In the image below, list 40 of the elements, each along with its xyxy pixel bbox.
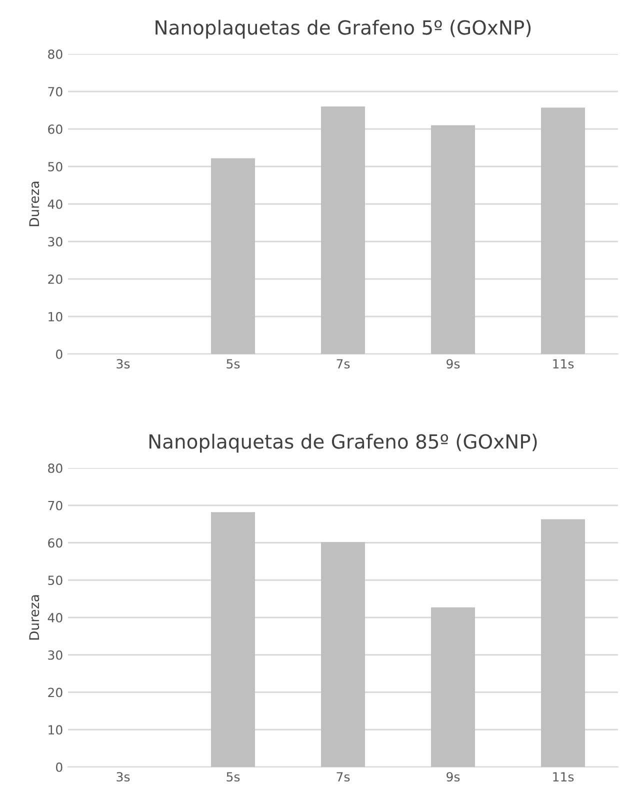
y-tick-label: 70 xyxy=(48,500,62,510)
x-tick-label: 9s xyxy=(446,359,460,369)
y-tick-label: 20 xyxy=(48,688,62,698)
y-tick-label: 20 xyxy=(48,274,62,284)
bar xyxy=(431,125,475,354)
x-tick-label: 7s xyxy=(336,359,350,369)
y-tick-label: 50 xyxy=(48,162,62,172)
y-tick-label: 80 xyxy=(48,463,62,473)
x-tick-label: 3s xyxy=(116,359,130,369)
y-tick-label: 0 xyxy=(56,762,62,772)
bar xyxy=(431,607,475,767)
x-tick-label: 11s xyxy=(553,359,574,369)
bar xyxy=(321,542,365,767)
y-tick-label: 40 xyxy=(48,612,62,622)
y-tick-label: 40 xyxy=(48,199,62,209)
y-axis-title: Dureza xyxy=(29,595,40,640)
y-tick-label: 30 xyxy=(48,650,62,660)
chart-title: Nanoplaquetas de Grafeno 85º (GOxNP) xyxy=(149,434,537,453)
bar xyxy=(321,106,365,354)
y-tick-label: 80 xyxy=(48,49,62,59)
bar xyxy=(211,158,255,354)
y-tick-label: 10 xyxy=(48,312,62,322)
bar xyxy=(211,512,255,767)
bar xyxy=(541,108,585,354)
y-tick-label: 0 xyxy=(56,349,62,359)
chart-title: Nanoplaquetas de Grafeno 5º (GOxNP) xyxy=(156,20,531,39)
y-axis-title: Dureza xyxy=(29,182,40,226)
x-tick-label: 7s xyxy=(336,772,350,782)
x-tick-label: 11s xyxy=(553,772,574,782)
x-tick-label: 9s xyxy=(446,772,460,782)
x-tick-label: 5s xyxy=(226,359,240,369)
y-tick-label: 30 xyxy=(48,236,62,246)
y-tick-label: 60 xyxy=(48,124,62,134)
y-tick-label: 70 xyxy=(48,86,62,96)
x-tick-label: 3s xyxy=(116,772,130,782)
y-tick-label: 10 xyxy=(48,725,62,735)
y-tick-label: 60 xyxy=(48,538,62,548)
bar xyxy=(541,519,585,767)
y-tick-label: 50 xyxy=(48,576,62,586)
x-tick-label: 5s xyxy=(226,772,240,782)
